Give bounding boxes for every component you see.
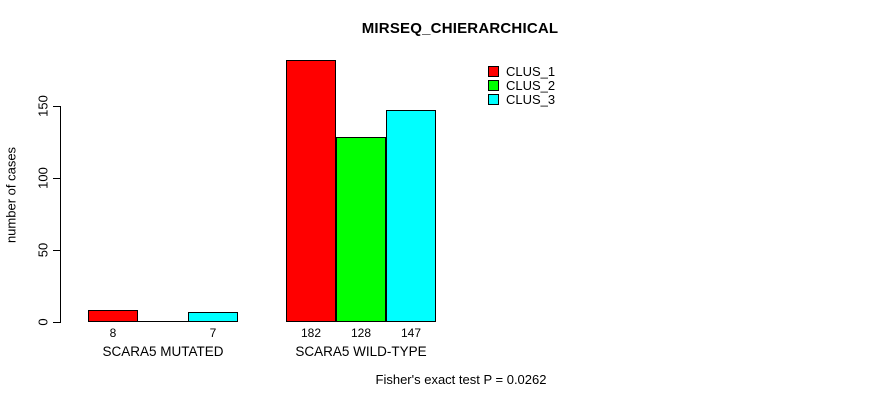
y-tick-mark [53, 249, 60, 251]
bar-clus_2-group2 [336, 137, 386, 322]
bar-clus_1-group2 [286, 60, 336, 322]
bar-clus_3-group1 [188, 312, 238, 322]
legend-swatch-icon [488, 94, 499, 105]
bar-value-label: 182 [300, 326, 322, 340]
legend-label: CLUS_3 [506, 92, 556, 107]
bar-value-label: 8 [109, 326, 117, 340]
legend-swatch-icon [488, 80, 499, 91]
y-tick-mark [53, 322, 60, 323]
chart-title: MIRSEQ_CHIERARCHICAL [361, 20, 559, 37]
legend-item-clus_3: CLUS_3 [488, 92, 556, 107]
bar-value-label: 128 [350, 326, 372, 340]
group-label-2: SCARA5 WILD-TYPE [295, 344, 427, 359]
y-tick-label: 100 [35, 166, 51, 189]
y-tick-label: 50 [35, 242, 51, 258]
annotation-fishers-test: Fisher's exact test P = 0.0262 [375, 372, 547, 387]
legend-item-clus_2: CLUS_2 [488, 78, 556, 93]
y-axis-label: number of cases [3, 146, 19, 244]
y-tick-label: 150 [35, 94, 51, 117]
y-tick-mark [53, 177, 60, 179]
legend-label: CLUS_2 [506, 78, 556, 93]
legend-label: CLUS_1 [506, 64, 556, 79]
legend: CLUS_1 CLUS_2 CLUS_3 [488, 64, 556, 107]
bar-value-label: 7 [209, 326, 217, 340]
y-axis-line [60, 105, 61, 323]
bar-clus_2-group1 [138, 321, 188, 322]
bar-clus_3-group2 [386, 110, 436, 322]
legend-item-clus_1: CLUS_1 [488, 64, 556, 79]
legend-swatch-icon [488, 66, 499, 77]
bar-clus_1-group1 [88, 310, 138, 322]
y-tick-mark [53, 105, 60, 107]
bar-value-label: 147 [400, 326, 422, 340]
group-label-1: SCARA5 MUTATED [102, 344, 224, 359]
y-tick-label: 0 [35, 318, 51, 326]
